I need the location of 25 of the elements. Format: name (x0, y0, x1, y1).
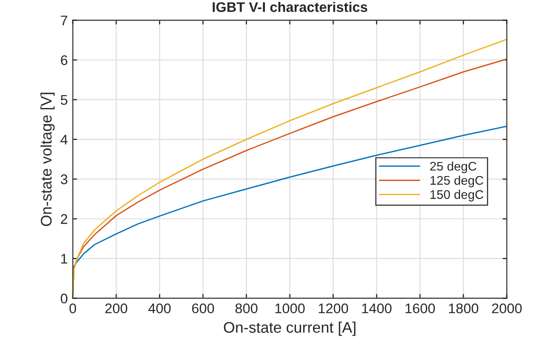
x-tick-label: 400 (148, 303, 171, 314)
legend-label: 25 degC (430, 161, 476, 174)
x-tick-label: 1600 (406, 303, 435, 314)
x-axis-title: On-state current [A] (224, 322, 356, 336)
x-tick-label: 200 (105, 303, 128, 314)
legend-label: 150 degC (430, 190, 484, 202)
x-tick-label: 0 (69, 303, 76, 314)
y-tick-label: 5 (60, 95, 68, 105)
y-tick-label: 7 (60, 16, 68, 26)
x-tick-label: 2000 (492, 303, 522, 314)
y-tick-label: 4 (60, 134, 68, 144)
x-tick-label: 1400 (362, 303, 392, 314)
y-tick-label: 2 (60, 214, 68, 224)
x-tick-label: 600 (192, 303, 214, 314)
x-tick-label: 800 (235, 303, 258, 314)
y-axis-title: On-state voltage [V] (40, 92, 55, 226)
x-tick-label: 1800 (449, 303, 478, 314)
y-tick-label: 0 (60, 294, 68, 304)
legend-label: 125 degC (430, 176, 484, 188)
x-tick-label: 1200 (318, 303, 348, 314)
y-tick-label: 1 (61, 254, 68, 264)
x-tick-label: 1000 (275, 303, 305, 314)
y-tick-label: 6 (60, 55, 68, 66)
y-tick-label: 3 (60, 174, 68, 184)
chart-title: IGBT V-I characteristics (212, 2, 368, 12)
